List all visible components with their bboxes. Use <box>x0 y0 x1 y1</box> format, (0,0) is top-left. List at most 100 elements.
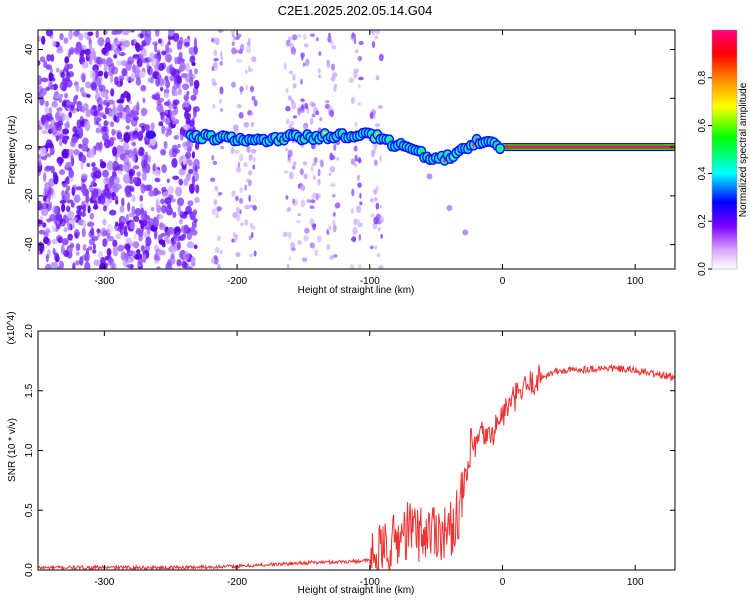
noise-streak-speckle <box>379 204 383 209</box>
noise-speckle <box>62 99 68 104</box>
noise-speckle <box>171 236 177 245</box>
trace-side-feature <box>462 229 469 236</box>
noise-speckle <box>92 243 96 251</box>
noise-speckle <box>44 229 51 234</box>
noise-speckle <box>50 165 55 174</box>
noise-streak-speckle <box>291 165 296 170</box>
bottom-y-scale-label: (x10^4) <box>6 311 17 344</box>
noise-streak-speckle <box>253 250 257 257</box>
noise-streak-speckle <box>250 121 255 128</box>
noise-streak-speckle <box>237 161 241 169</box>
noise-streak-speckle <box>378 53 384 62</box>
noise-speckle <box>177 205 182 216</box>
noise-speckle <box>125 74 130 82</box>
noise-speckle <box>46 54 52 62</box>
noise-speckle <box>106 102 110 108</box>
noise-speckle <box>71 136 79 144</box>
noise-speckle <box>92 249 97 254</box>
noise-streak-speckle <box>213 37 217 45</box>
noise-streak-speckle <box>318 193 321 199</box>
noise-speckle <box>52 40 57 48</box>
noise-speckle <box>158 223 166 231</box>
noise-streak-speckle <box>353 71 358 79</box>
noise-streak-speckle <box>213 57 219 62</box>
noise-speckle <box>183 100 190 108</box>
noise-speckle <box>91 162 96 168</box>
noise-speckle <box>88 54 93 65</box>
noise-streak-speckle <box>370 213 375 218</box>
noise-speckle <box>101 47 108 55</box>
noise-streak-speckle <box>312 175 316 181</box>
noise-speckle <box>138 257 144 265</box>
noise-streak-speckle <box>297 213 301 217</box>
noise-speckle <box>53 174 59 185</box>
noise-speckle <box>130 71 136 79</box>
noise-speckle <box>161 164 167 174</box>
noise-streak-speckle <box>317 168 321 177</box>
noise-speckle <box>154 255 161 261</box>
noise-streak-speckle <box>217 30 224 33</box>
noise-streak-speckle <box>331 45 337 50</box>
noise-streak-speckle <box>375 185 379 192</box>
noise-speckle <box>118 111 123 119</box>
noise-speckle <box>41 77 49 83</box>
noise-speckle <box>183 250 190 261</box>
noise-speckle <box>141 57 149 64</box>
noise-speckle <box>193 79 200 89</box>
noise-speckle <box>115 183 122 190</box>
noise-speckle <box>172 100 178 110</box>
noise-speckle <box>97 195 102 204</box>
noise-speckle <box>41 130 49 135</box>
noise-streak-speckle <box>213 198 218 206</box>
noise-streak-speckle <box>315 110 320 116</box>
noise-streak-speckle <box>372 110 377 114</box>
noise-streak-speckle <box>234 149 240 155</box>
noise-speckle <box>65 205 71 213</box>
noise-speckle <box>134 42 140 51</box>
noise-speckle <box>166 65 174 74</box>
noise-streak-speckle <box>330 183 336 188</box>
noise-streak-speckle <box>292 115 298 119</box>
noise-streak-speckle <box>375 202 380 210</box>
noise-speckle <box>192 106 200 113</box>
noise-speckle <box>61 203 66 213</box>
noise-speckle <box>169 110 177 116</box>
noise-speckle <box>75 83 80 92</box>
noise-speckle <box>97 36 105 47</box>
noise-streak-speckle <box>211 208 216 215</box>
noise-speckle <box>55 213 63 222</box>
noise-speckle <box>84 251 90 263</box>
noise-streak-speckle <box>312 223 316 231</box>
top-y-tick-label-2: 0 <box>24 144 35 150</box>
noise-speckle <box>123 155 130 165</box>
noise-streak-speckle <box>211 66 215 72</box>
noise-streak-speckle <box>332 219 336 226</box>
noise-speckle <box>168 30 175 37</box>
noise-speckle <box>80 160 84 170</box>
noise-speckle <box>38 219 43 225</box>
noise-speckle <box>63 37 69 44</box>
noise-speckle <box>109 136 116 142</box>
noise-speckle <box>97 70 104 77</box>
noise-speckle <box>67 71 75 78</box>
noise-speckle <box>180 134 184 141</box>
noise-speckle <box>81 227 86 238</box>
noise-speckle <box>186 231 193 241</box>
noise-streak-speckle <box>244 69 248 74</box>
noise-speckle <box>158 121 164 127</box>
noise-speckle <box>50 54 55 62</box>
trace-blob-core <box>387 137 391 142</box>
colorbar: 0.0 0.2 0.4 0.6 0.8 Normalized spectral ampl… <box>697 29 749 276</box>
noise-speckle <box>157 38 162 44</box>
noise-streak-speckle <box>292 198 296 205</box>
noise-speckle <box>96 56 103 65</box>
noise-speckle <box>166 178 170 184</box>
noise-speckle <box>80 44 86 50</box>
noise-speckle <box>192 209 198 216</box>
noise-streak-speckle <box>244 184 248 191</box>
noise-streak-speckle <box>328 225 332 231</box>
bottom-x-tick-label-3: 0 <box>500 577 506 588</box>
noise-streak-speckle <box>292 161 297 166</box>
noise-streak-speckle <box>291 34 298 41</box>
top-y-tick-label-3: 20 <box>24 92 35 104</box>
